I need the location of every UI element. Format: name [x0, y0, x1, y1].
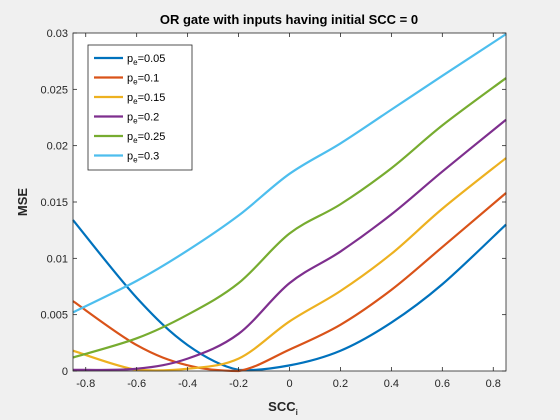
x-axis-label: SCCi: [268, 399, 298, 417]
legend: pe=0.05 pe=0.1 pe=0.15 pe=0.2 pe=0.25 pe=0.3: [87, 44, 193, 171]
legend-label-1: pe=0.05: [127, 53, 165, 67]
x-tick-label: -0.4: [178, 378, 197, 390]
series-line-6: [72, 33, 507, 314]
y-tick-label: 0.01: [47, 253, 68, 265]
x-tick-label: 0.4: [384, 378, 399, 390]
legend-label-6: pe=0.3: [127, 151, 159, 165]
legend-label-2: pe=0.1: [127, 73, 159, 87]
x-tick-label: 0.2: [333, 378, 348, 390]
series-line-3: [72, 157, 507, 372]
legend-box: [87, 44, 193, 171]
y-tick-label: 0: [62, 366, 68, 378]
x-tick-label: -0.2: [229, 378, 248, 390]
x-axis: -0.8 -0.6 -0.4 -0.2 0 0.2 0.4 0.6 0.8: [76, 33, 501, 390]
x-tick-label: -0.8: [76, 378, 95, 390]
series-line-1: [72, 219, 507, 372]
x-tick-label: 0: [286, 378, 292, 390]
legend-label-3: pe=0.15: [127, 92, 165, 106]
x-axis-label-text: SCC: [268, 399, 296, 414]
y-axis: 0 0.005 0.01 0.015 0.02 0.025 0.03: [40, 28, 506, 378]
legend-label-5: pe=0.25: [127, 131, 165, 145]
series-line-2: [72, 192, 507, 373]
legend-label-4: pe=0.2: [127, 112, 159, 126]
y-tick-label: 0.02: [47, 141, 68, 153]
y-tick-label: 0.015: [40, 197, 68, 209]
chart-title: OR gate with inputs having initial SCC =…: [160, 12, 418, 27]
series-layer: [72, 33, 507, 373]
y-tick-label: 0.025: [40, 84, 68, 96]
x-tick-label: 0.6: [435, 378, 450, 390]
x-tick-label: 0.8: [486, 378, 501, 390]
series-line-4: [72, 118, 507, 372]
y-tick-label: 0.005: [40, 310, 68, 322]
series-line-5: [72, 77, 507, 359]
x-axis-label-subscript: i: [296, 408, 298, 417]
y-axis-label: MSE: [15, 188, 30, 217]
x-tick-label: -0.6: [127, 378, 146, 390]
y-tick-label: 0.03: [47, 28, 68, 40]
